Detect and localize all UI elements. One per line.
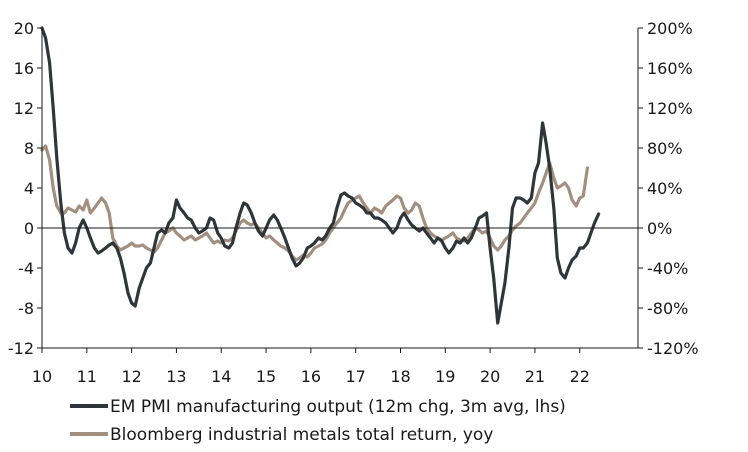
x-tick-label: 15 xyxy=(256,367,276,386)
series-line-em-pmi xyxy=(40,26,601,325)
y-right-tick-label: -80% xyxy=(647,299,688,318)
y-right-tick-label: 200% xyxy=(647,19,693,38)
y-left-tick-label: 4 xyxy=(24,179,34,198)
x-tick-label: 14 xyxy=(211,367,231,386)
x-tick-label: 13 xyxy=(166,367,186,386)
y-left-tick-label: 16 xyxy=(14,59,34,78)
y-left-tick-label: 20 xyxy=(14,19,34,38)
legend: EM PMI manufacturing output (12m chg, 3m… xyxy=(70,397,566,445)
x-tick-label: 16 xyxy=(301,367,321,386)
legend-label-em-pmi: EM PMI manufacturing output (12m chg, 3m… xyxy=(110,397,566,417)
series-line-metals xyxy=(40,144,589,262)
y-right-tick-label: 0% xyxy=(647,219,672,238)
plot-area xyxy=(40,26,601,325)
y-left-tick-label: -12 xyxy=(8,339,34,358)
y-left-tick-label: -4 xyxy=(18,259,34,278)
y-right-tick-label: 160% xyxy=(647,59,693,78)
y-right-tick-label: 120% xyxy=(647,99,693,118)
y-right-tick-label: -120% xyxy=(647,339,699,358)
axes: -12 -8 -4 0 4 8 12 16 20 -120% -80% -40% 0% 40% 80% 120… xyxy=(8,19,699,386)
x-tick-label: 20 xyxy=(480,367,500,386)
y-left-tick-label: 12 xyxy=(14,99,34,118)
y-left-tick-label: -8 xyxy=(18,299,34,318)
y-right-tick-label: 80% xyxy=(647,139,683,158)
y-right-tick-label: 40% xyxy=(647,179,683,198)
x-tick-label: 19 xyxy=(435,367,455,386)
x-tick-label: 11 xyxy=(77,367,97,386)
x-tick-label: 10 xyxy=(32,367,52,386)
x-tick-label: 22 xyxy=(570,367,590,386)
x-tick-label: 21 xyxy=(525,367,545,386)
x-tick-label: 17 xyxy=(346,367,366,386)
y-right-tick-label: -40% xyxy=(647,259,688,278)
x-tick-label: 12 xyxy=(121,367,141,386)
y-left-tick-label: 8 xyxy=(24,139,34,158)
legend-label-metals: Bloomberg industrial metals total return… xyxy=(110,425,493,445)
y-left-tick-label: 0 xyxy=(24,219,34,238)
x-tick-label: 18 xyxy=(390,367,410,386)
